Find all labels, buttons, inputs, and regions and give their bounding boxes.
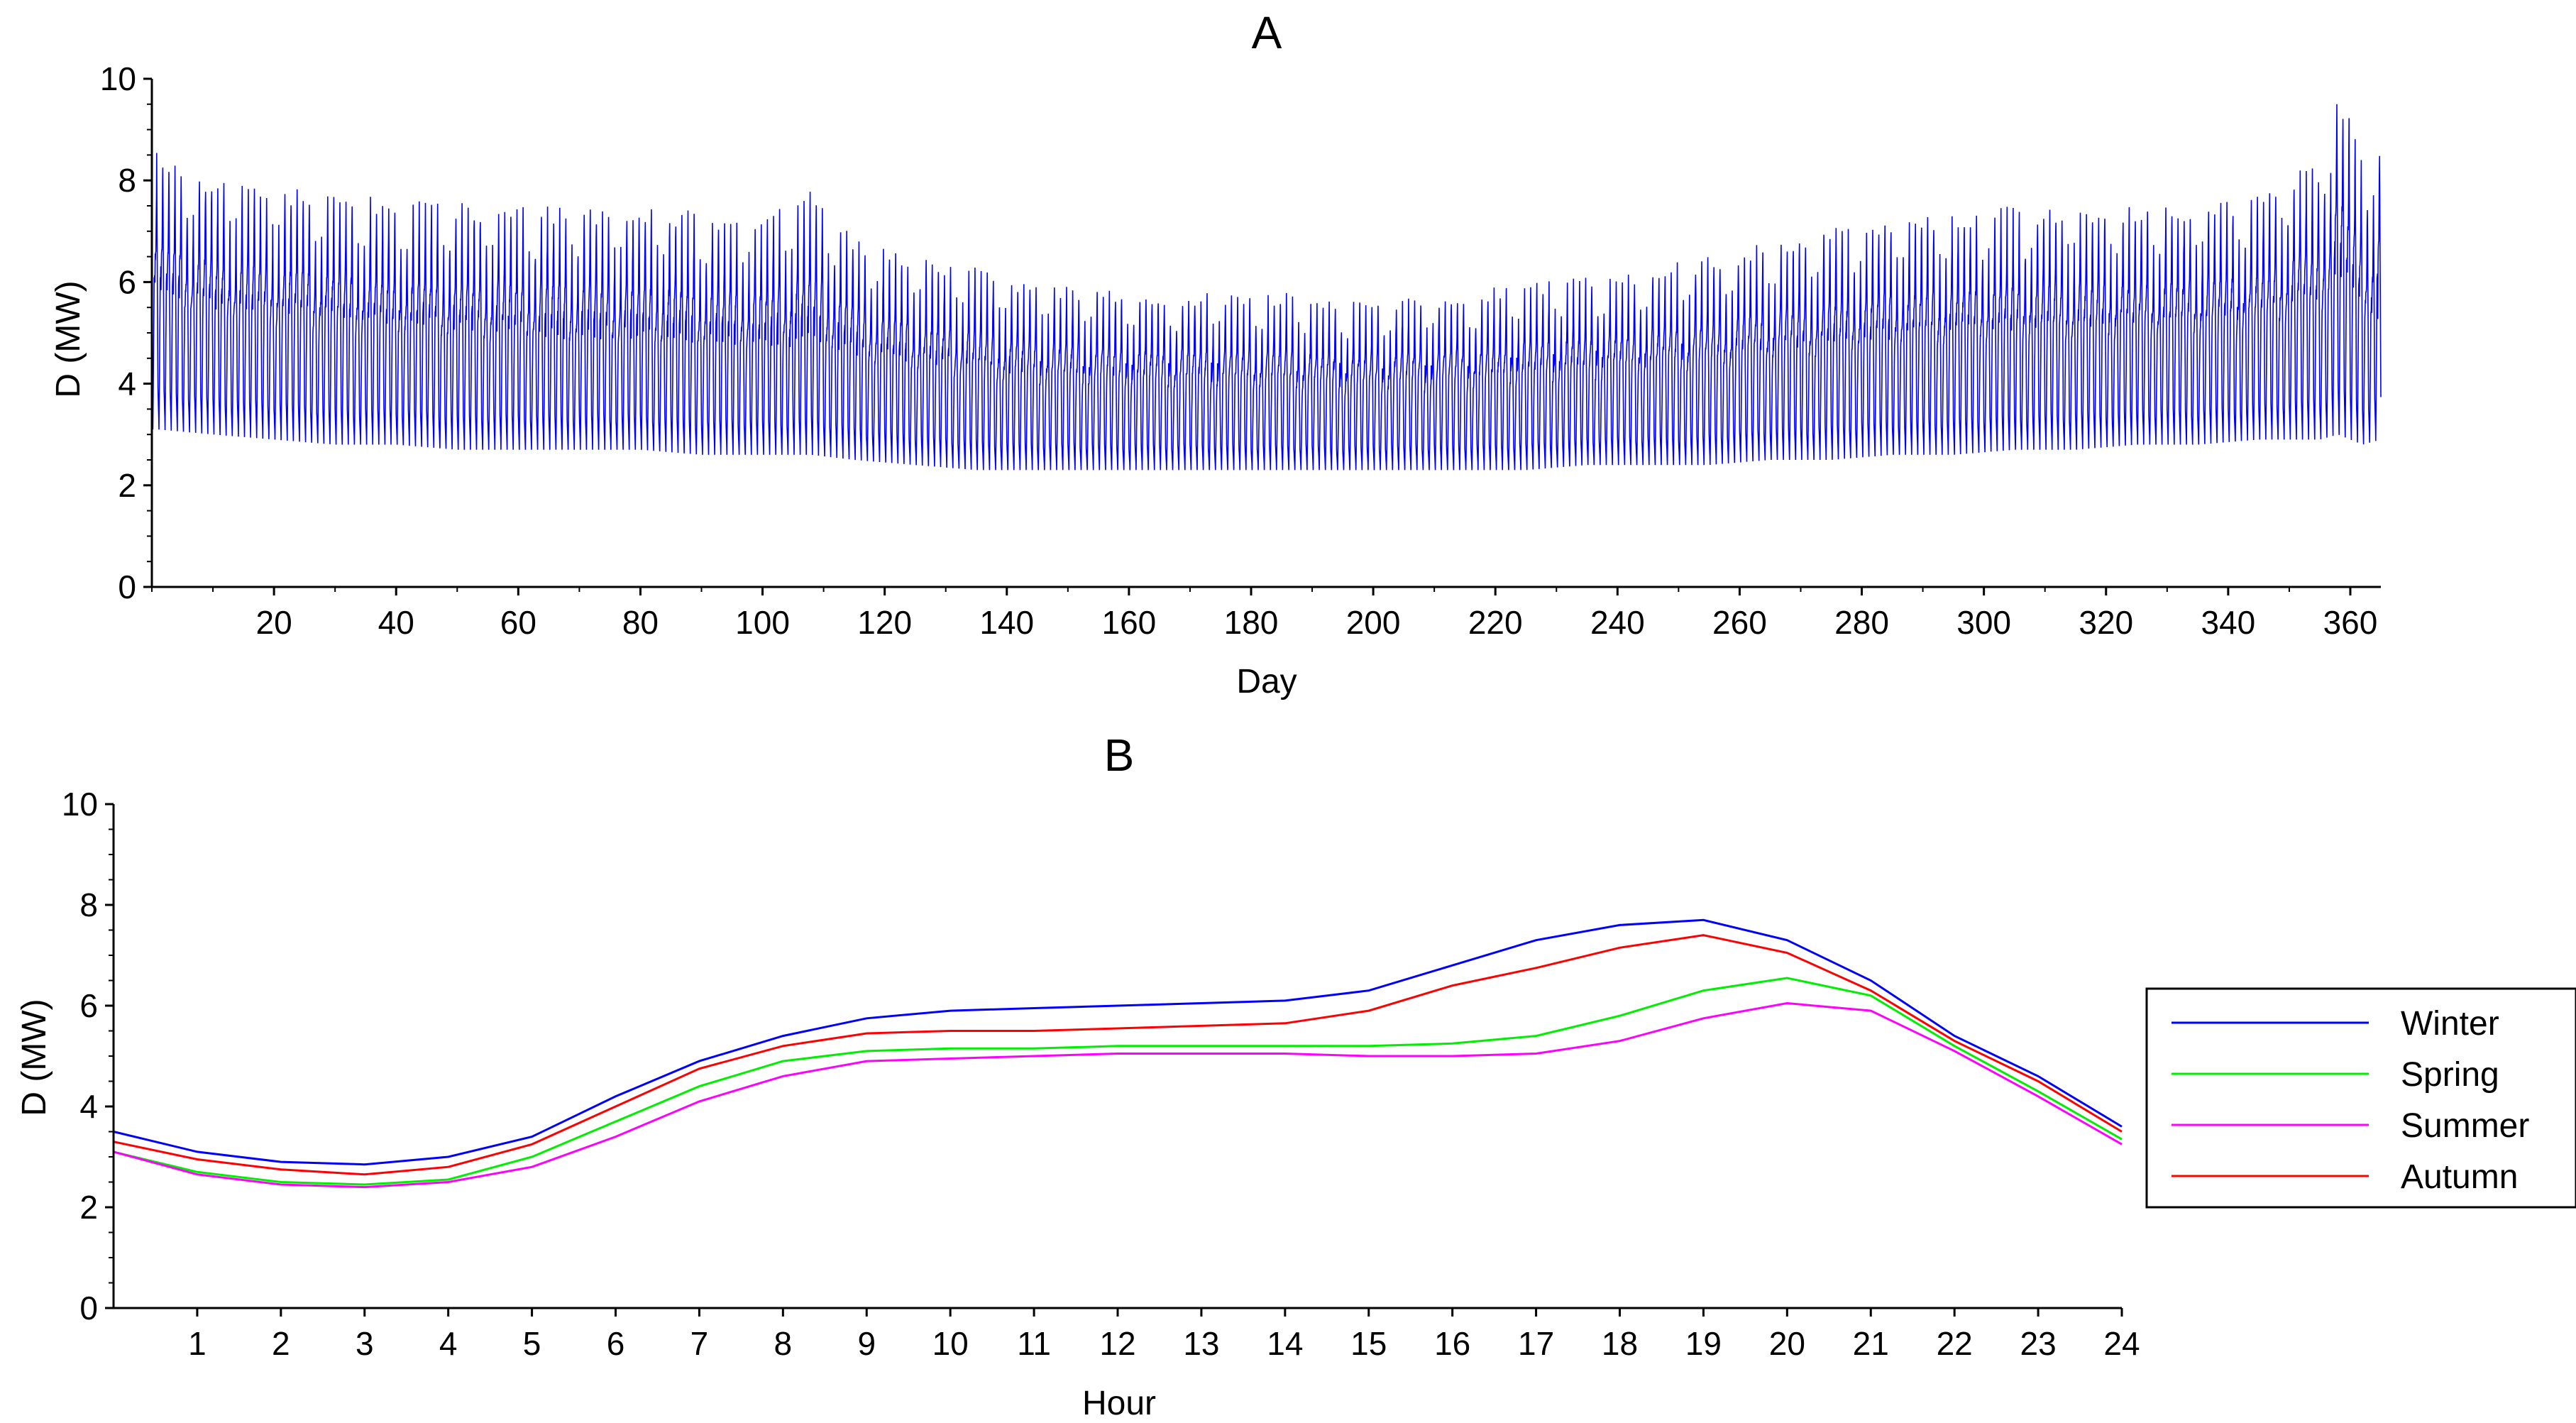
chart-b-series-summer bbox=[113, 1001, 2123, 1189]
chart-b-y-tick-label: 4 bbox=[79, 1088, 98, 1125]
chart-a-title: A bbox=[1252, 7, 1282, 58]
chart-b-x-tick-label: 17 bbox=[1518, 1325, 1554, 1362]
chart-a-x-tick-label: 300 bbox=[1956, 604, 2011, 641]
chart-b-x-tick-label: 2 bbox=[272, 1325, 290, 1362]
chart-a-x-tick-label: 280 bbox=[1834, 604, 1889, 641]
chart-a-x-tick-label: 220 bbox=[1468, 604, 1523, 641]
chart-a-x-tick-label: 180 bbox=[1224, 604, 1279, 641]
chart-b-x-axis-label: Hour bbox=[1082, 1385, 1156, 1422]
chart-a-y-tick-label: 4 bbox=[118, 366, 136, 402]
chart-b-x-tick-label: 8 bbox=[774, 1325, 793, 1362]
chart-a-x-tick-label: 40 bbox=[378, 604, 414, 641]
chart-a-x-tick-label: 340 bbox=[2201, 604, 2255, 641]
chart-a-x-tick-label: 260 bbox=[1712, 604, 1767, 641]
chart-a-x-axis-label: Day bbox=[1236, 663, 1297, 700]
chart-b-x-tick-label: 11 bbox=[1017, 1325, 1051, 1362]
chart-a-x-tick-label: 160 bbox=[1102, 604, 1157, 641]
chart-b-x-tick-label: 16 bbox=[1434, 1325, 1470, 1362]
chart-b-series-autumn bbox=[113, 934, 2123, 1176]
chart-b-x-tick-label: 6 bbox=[607, 1325, 625, 1362]
legend-label-spring: Spring bbox=[2401, 1056, 2499, 1094]
chart-b-x-tick-label: 12 bbox=[1099, 1325, 1135, 1362]
chart-b-title: B bbox=[1104, 730, 1135, 781]
chart-a-series-layer bbox=[151, 104, 2382, 471]
chart-a-y-tick-label: 8 bbox=[118, 162, 136, 199]
chart-a-x-tick-label: 20 bbox=[256, 604, 292, 641]
chart-b-y-tick-label: 10 bbox=[62, 786, 98, 823]
legend-label-winter: Winter bbox=[2401, 1005, 2499, 1043]
chart-a-x-tick-label: 60 bbox=[500, 604, 536, 641]
chart-b-y-tick-label: 2 bbox=[79, 1189, 98, 1226]
chart-a-x-tick-label: 240 bbox=[1590, 604, 1645, 641]
chart-b-x-tick-label: 10 bbox=[932, 1325, 969, 1362]
chart-b-series-spring bbox=[113, 977, 2123, 1186]
chart-b-legend: Winter Spring Summer Autumn bbox=[2145, 987, 2576, 1209]
chart-b-x-tick-label: 1 bbox=[188, 1325, 207, 1362]
chart-b-x-tick-label: 20 bbox=[1769, 1325, 1805, 1362]
chart-b-x-tick-label: 9 bbox=[857, 1325, 876, 1362]
chart-b-y-axis-label: D (MW) bbox=[16, 999, 53, 1116]
chart-b-y-tick-label: 6 bbox=[79, 987, 98, 1024]
chart-b-y-tick-label: 0 bbox=[79, 1290, 98, 1326]
chart-a-x-tick-label: 360 bbox=[2323, 604, 2378, 641]
chart-a-x-tick-label: 80 bbox=[622, 604, 659, 641]
chart-b-series-layer bbox=[113, 918, 2123, 1189]
chart-a-x-tick-label: 320 bbox=[2079, 604, 2133, 641]
chart-a-y-tick-label: 2 bbox=[118, 467, 136, 504]
chart-a-x-tick-label: 100 bbox=[735, 604, 790, 641]
chart-b-series-winter bbox=[113, 918, 2123, 1166]
chart-b-x-tick-label: 7 bbox=[690, 1325, 709, 1362]
chart-b-x-tick-label: 5 bbox=[523, 1325, 541, 1362]
chart-a-x-tick-label: 120 bbox=[857, 604, 912, 641]
legend-label-autumn: Autumn bbox=[2401, 1158, 2518, 1196]
chart-b-x-tick-label: 18 bbox=[1602, 1325, 1638, 1362]
chart-b-x-tick-label: 4 bbox=[439, 1325, 458, 1362]
chart-b-y-tick-label: 8 bbox=[79, 886, 98, 923]
chart-b-x-tick-label: 22 bbox=[1937, 1325, 1973, 1362]
chart-a-y-tick-label: 6 bbox=[118, 263, 136, 300]
chart-b-x-tick-label: 23 bbox=[2020, 1325, 2056, 1362]
chart-a-y-tick-label: 0 bbox=[118, 568, 136, 605]
legend-box bbox=[2145, 987, 2576, 1209]
chart-a-x-tick-label: 200 bbox=[1346, 604, 1401, 641]
chart-a-x-tick-label: 140 bbox=[979, 604, 1034, 641]
legend-label-summer: Summer bbox=[2401, 1107, 2529, 1145]
chart-b-x-tick-label: 13 bbox=[1183, 1325, 1219, 1362]
chart-b-x-tick-label: 24 bbox=[2103, 1325, 2140, 1362]
chart-b-x-tick-label: 19 bbox=[1685, 1325, 1722, 1362]
chart-b-x-tick-label: 15 bbox=[1350, 1325, 1387, 1362]
chart-a-series-hourly-demand bbox=[151, 104, 2382, 471]
chart-b-x-tick-label: 21 bbox=[1853, 1325, 1889, 1362]
chart-b-x-tick-label: 3 bbox=[356, 1325, 374, 1362]
chart-a-y-tick-label: 10 bbox=[100, 60, 136, 97]
chart-b-x-tick-label: 14 bbox=[1267, 1325, 1303, 1362]
chart-a-y-axis-label: D (MW) bbox=[50, 280, 87, 397]
chart-a: A 0 2 4 6 8 10 20 40 60 80 100 120 140 160 180 200 220 24… bbox=[50, 7, 2382, 700]
chart-a-axes: 0 2 4 6 8 10 20 40 60 80 100 120 140 160 180 200 220 240 2… bbox=[100, 60, 2381, 641]
